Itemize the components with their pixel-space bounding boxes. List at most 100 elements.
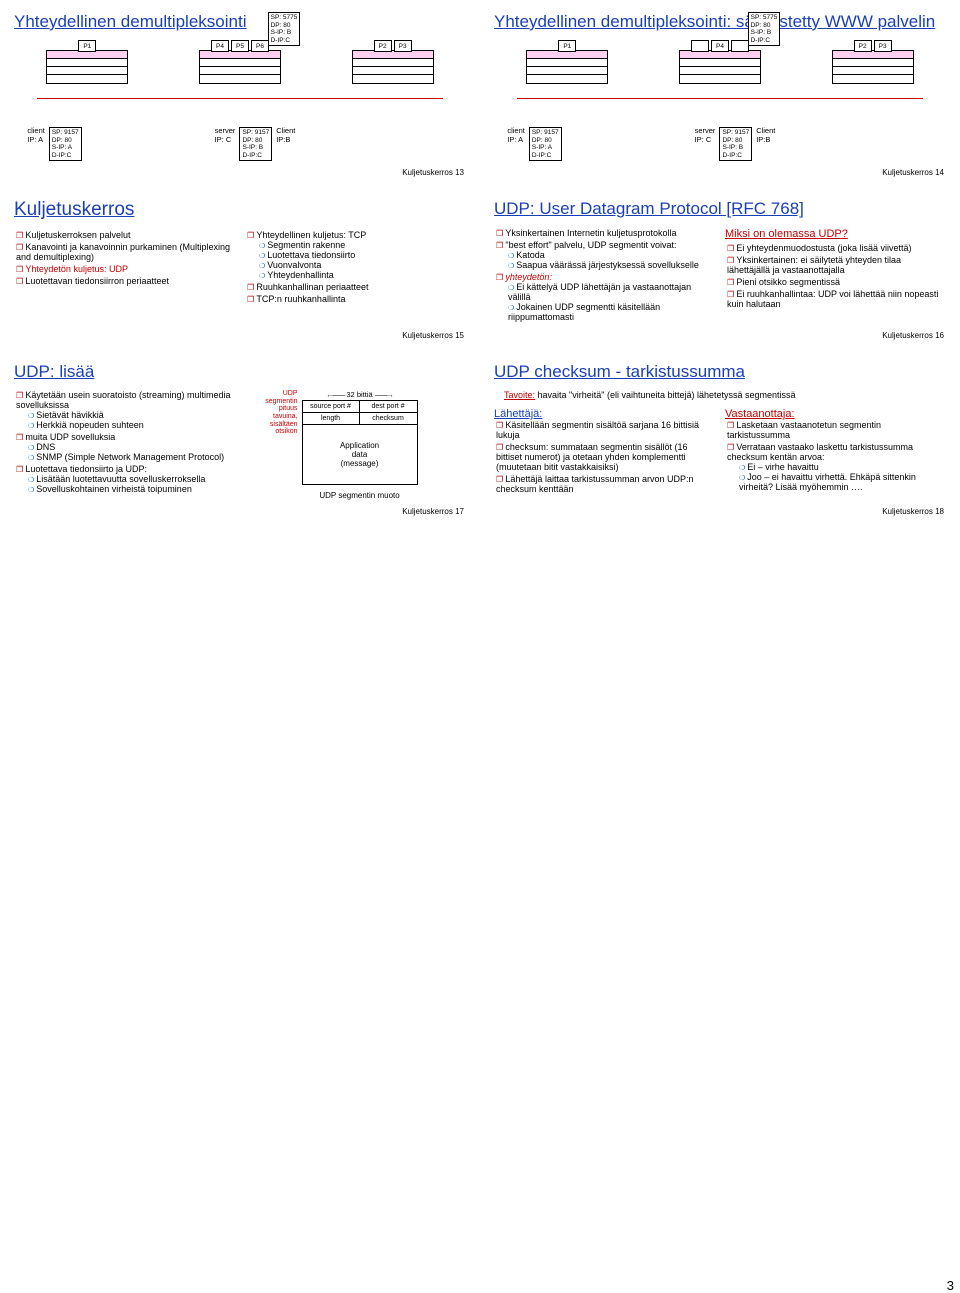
hdr-dest-port: dest port # <box>360 400 418 413</box>
socket-p6: P6 <box>251 40 269 52</box>
addr-box: SP: 9157 DP: 80 S-IP: B D-IP:C <box>239 127 272 161</box>
slide-15: Kuljetuskerros Kuljetuskerroksen palvelu… <box>8 195 472 341</box>
socket-p2: P2 <box>374 40 392 52</box>
addr-top-box: SP: 5775 DP: 80 S-IP: B D-IP:C <box>268 12 301 46</box>
receiver-heading: Vastaanottaja: <box>725 408 946 420</box>
bullet: Kanavointi ja kanavoinnin purkaminen (Mu… <box>16 242 235 262</box>
socket-p4: P4 <box>711 40 729 52</box>
udp-segment-figure: ←—— 32 bittiä ——→ source port # dest por… <box>302 390 418 500</box>
slide-13: Yhteydellinen demultipleksointi P1 SP: 5… <box>8 8 472 179</box>
sub-bullet: Ei – virhe havaittu <box>739 462 946 472</box>
socket-p5: P5 <box>231 40 249 52</box>
slide-14: Yhteydellinen demultipleksointi: säikeis… <box>488 8 952 179</box>
socket-p2: P2 <box>854 40 872 52</box>
sub-bullet: Ei kättelyä UDP lähettäjän ja vastaanott… <box>508 282 715 302</box>
socket-p1: P1 <box>78 40 96 52</box>
slide-17: UDP: lisää Käytetään usein suoratoisto (… <box>8 358 472 518</box>
hdr-source-port: source port # <box>302 400 360 413</box>
slide-title: UDP checksum - tarkistussumma <box>494 362 946 382</box>
slide-title: Kuljetuskerros <box>14 199 466 222</box>
page-number: 3 <box>947 1278 954 1293</box>
slide-title: UDP: User Datagram Protocol [RFC 768] <box>494 199 946 219</box>
network-line <box>517 98 924 99</box>
host-server-c: SP: 5775 DP: 80 S-IP: B D-IP:C P4 <box>679 40 761 84</box>
sub-bullet: Lisätään luotettavuutta sovelluskerrokse… <box>28 474 246 484</box>
host-label: Client IP:B <box>756 127 775 144</box>
bullet: yhteydetön: Ei kättelyä UDP lähettäjän j… <box>496 272 715 322</box>
bullet-list: Yhteydellinen kuljetus: TCP Segmentin ra… <box>245 230 466 304</box>
sub-bullet: Yhteydenhallinta <box>259 270 466 280</box>
bullet: Lasketaan vastaanotetun segmentin tarkis… <box>727 420 946 440</box>
sub-bullet: Joo – ei havaittu virhettä. Ehkäpä sitte… <box>739 472 946 492</box>
network-line <box>37 98 444 99</box>
side-note: UDP segmentin pituus tavuina, sisältäen … <box>256 390 298 436</box>
socket-blank <box>731 40 749 52</box>
width-label: 32 bittiä <box>346 390 372 399</box>
bullet: Pieni otsikko segmentissä <box>727 277 946 287</box>
addr-box: SP: 9157 DP: 80 S-IP: A D-IP:C <box>529 127 562 161</box>
sub-bullet: Segmentin rakenne <box>259 240 466 250</box>
sub-bullet: Herkkiä nopeuden suhteen <box>28 420 246 430</box>
addr-box: SP: 9157 DP: 80 S-IP: B D-IP:C <box>719 127 752 161</box>
bullet: muita UDP sovelluksia DNS SNMP (Simple N… <box>16 432 246 462</box>
bullet: Ei ruuhkanhallintaa: UDP voi lähettää ni… <box>727 289 946 309</box>
slide-footer: Kuljetuskerros 15 <box>402 331 464 340</box>
bullet: Kuljetuskerroksen palvelut <box>16 230 235 240</box>
socket-p3: P3 <box>394 40 412 52</box>
host-client-a: P1 <box>526 40 608 84</box>
sub-bullet: SNMP (Simple Network Management Protocol… <box>28 452 246 462</box>
demux-diagram-threaded: P1 SP: 5775 DP: 80 S-IP: B D-IP:C P4 P2 <box>494 40 946 161</box>
bullet: "best effort" palvelu, UDP segmentit voi… <box>496 240 715 270</box>
question-heading: Miksi on olemassa UDP? <box>725 228 946 240</box>
bullet: checksum: summataan segmentin sisällöt (… <box>496 442 715 472</box>
sub-bullet: Vuonvalvonta <box>259 260 466 270</box>
host-client-b: P2 P3 <box>352 40 434 84</box>
slide-title: Yhteydellinen demultipleksointi: säikeis… <box>494 12 946 32</box>
slide-footer: Kuljetuskerros 17 <box>402 507 464 516</box>
sub-bullet: Jokainen UDP segmentti käsitellään riipp… <box>508 302 715 322</box>
socket-p4: P4 <box>211 40 229 52</box>
addr-top-box: SP: 5775 DP: 80 S-IP: B D-IP:C <box>748 12 781 46</box>
bullet: Lähettäjä laittaa tarkistussumman arvon … <box>496 474 715 494</box>
slide-18: UDP checksum - tarkistussumma Tavoite: h… <box>488 358 952 518</box>
segment-data: Application data (message) <box>302 425 418 485</box>
bullet: Yhteydellinen kuljetus: TCP Segmentin ra… <box>247 230 466 280</box>
host-client-b: P2 P3 <box>832 40 914 84</box>
sub-bullet: Saapua väärässä järjestyksessä sovelluks… <box>508 260 715 270</box>
host-label: server IP: C <box>695 127 716 144</box>
bullet-list: Yksinkertainen Internetin kuljetusprotok… <box>494 228 715 322</box>
host-label: Client IP:B <box>276 127 295 144</box>
bullet: TCP:n ruuhkanhallinta <box>247 294 466 304</box>
sender-heading: Lähettäjä: <box>494 408 715 420</box>
slide-title: UDP: lisää <box>14 362 466 382</box>
socket-blank <box>691 40 709 52</box>
slide-title: Yhteydellinen demultipleksointi <box>14 12 466 32</box>
sub-bullet: Luotettava tiedonsiirto <box>259 250 466 260</box>
bullet-list: Kuljetuskerroksen palvelut Kanavointi ja… <box>14 230 235 286</box>
host-label: client IP: A <box>507 127 525 144</box>
slide-grid: Yhteydellinen demultipleksointi P1 SP: 5… <box>8 8 952 518</box>
demux-diagram: P1 SP: 5775 DP: 80 S-IP: B D-IP:C P4 P5 … <box>14 40 466 161</box>
host-server-c: SP: 5775 DP: 80 S-IP: B D-IP:C P4 P5 P6 <box>199 40 281 84</box>
bullet-highlight: Yhteydetön kuljetus: UDP <box>16 264 235 274</box>
bullet: Yksinkertainen Internetin kuljetusprotok… <box>496 228 715 238</box>
hdr-length: length <box>302 413 360 425</box>
bullet: Yksinkertainen: ei säilytetä yhteyden ti… <box>727 255 946 275</box>
slide-footer: Kuljetuskerros 18 <box>882 507 944 516</box>
bullet: Verrataan vastaako laskettu tarkistussum… <box>727 442 946 492</box>
slide-footer: Kuljetuskerros 13 <box>402 168 464 177</box>
host-label: client IP: A <box>27 127 45 144</box>
bullet-list: Käytetään usein suoratoisto (streaming) … <box>14 390 246 494</box>
bullet: Käsitellään segmentin sisältöä sarjana 1… <box>496 420 715 440</box>
goal-line: Tavoite: havaita "virheitä" (eli vaihtun… <box>504 390 936 400</box>
slide-16: UDP: User Datagram Protocol [RFC 768] Yk… <box>488 195 952 341</box>
bullet-list: Käsitellään segmentin sisältöä sarjana 1… <box>494 420 715 494</box>
sub-bullet: Sovelluskohtainen virheistä toipuminen <box>28 484 246 494</box>
sub-bullet: Sietävät hävikkiä <box>28 410 246 420</box>
host-label: server IP: C <box>215 127 236 144</box>
socket-p1: P1 <box>558 40 576 52</box>
hdr-checksum: checksum <box>360 413 418 425</box>
slide-footer: Kuljetuskerros 14 <box>882 168 944 177</box>
socket-p3: P3 <box>874 40 892 52</box>
addr-box: SP: 9157 DP: 80 S-IP: A D-IP:C <box>49 127 82 161</box>
